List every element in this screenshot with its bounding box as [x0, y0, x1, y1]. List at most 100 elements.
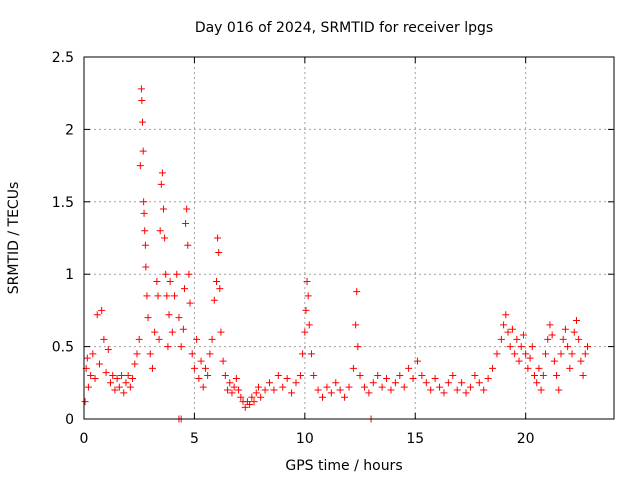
data-point [299, 350, 307, 358]
data-point [559, 335, 567, 343]
data-point [553, 372, 561, 380]
data-point [526, 354, 534, 362]
data-point [504, 328, 512, 336]
data-point [142, 263, 150, 271]
data-point [524, 364, 532, 372]
x-tick-label: 20 [517, 431, 535, 447]
data-point [237, 393, 245, 401]
data-point [511, 350, 519, 358]
data-point [555, 386, 563, 394]
data-points [81, 85, 591, 423]
data-point [226, 379, 234, 387]
data-point [154, 292, 162, 300]
data-point [162, 270, 170, 278]
data-point [81, 398, 89, 406]
data-point [345, 383, 353, 391]
data-point [374, 372, 382, 380]
data-point [533, 379, 541, 387]
data-point [480, 386, 488, 394]
data-point [84, 383, 92, 391]
data-point [165, 311, 173, 319]
data-point [153, 277, 161, 285]
data-point [168, 328, 176, 336]
data-point [353, 288, 361, 296]
data-point [182, 220, 190, 228]
data-point [135, 335, 143, 343]
data-point [296, 372, 304, 380]
data-point [493, 350, 501, 358]
data-point [95, 360, 103, 368]
data-point [126, 383, 134, 391]
data-point [204, 372, 212, 380]
data-point [288, 389, 296, 397]
data-point [360, 383, 368, 391]
data-point [148, 364, 156, 372]
data-point [548, 331, 556, 339]
data-point [213, 277, 220, 285]
data-point [160, 205, 167, 213]
data-point [462, 389, 470, 397]
data-point [466, 383, 474, 391]
data-point [515, 357, 523, 365]
data-point [506, 343, 514, 351]
data-point [100, 335, 108, 343]
data-point [156, 227, 164, 235]
y-tick-label: 2.5 [52, 50, 74, 66]
data-point [140, 209, 148, 217]
data-point [250, 398, 258, 406]
data-point [175, 314, 183, 322]
data-point [409, 374, 417, 382]
data-point [579, 372, 587, 380]
data-point [136, 162, 144, 170]
data-point [261, 386, 269, 394]
data-point [141, 227, 149, 235]
data-point [431, 374, 439, 382]
data-point [539, 372, 547, 380]
data-point [383, 374, 391, 382]
data-point [107, 379, 114, 387]
data-point [228, 389, 236, 397]
data-point [210, 296, 218, 304]
data-point [513, 335, 521, 343]
data-point [581, 350, 589, 358]
data-point [458, 379, 466, 387]
data-point [109, 372, 117, 380]
y-tick-label: 1.5 [52, 195, 74, 211]
data-point [183, 205, 191, 213]
axis-ticks: 0 5 10 15 20 0 0.5 1 1.5 2 2.5 [52, 50, 614, 447]
data-point [303, 277, 311, 285]
data-point [166, 277, 174, 285]
x-tick-label: 10 [296, 431, 314, 447]
data-point [179, 325, 187, 333]
data-point [113, 374, 121, 382]
data-point [235, 386, 243, 394]
data-point [396, 372, 404, 380]
data-point [252, 389, 260, 397]
data-point [144, 314, 152, 322]
data-point [531, 372, 538, 380]
data-point [566, 364, 574, 372]
data-point [138, 96, 146, 104]
data-point [141, 241, 149, 249]
data-point [214, 234, 222, 242]
data-point [307, 350, 315, 358]
data-point [186, 299, 194, 307]
data-point [122, 379, 130, 387]
data-point [157, 180, 165, 188]
data-point [341, 393, 349, 401]
x-axis-label: GPS time / hours [285, 458, 402, 474]
data-point [161, 234, 169, 242]
data-point [422, 379, 430, 387]
data-point [577, 357, 585, 365]
data-point [508, 325, 516, 333]
data-point [199, 383, 207, 391]
data-point [221, 372, 229, 380]
data-point [279, 383, 287, 391]
y-tick-label: 2 [65, 122, 74, 138]
data-point [246, 401, 254, 409]
data-point [129, 374, 137, 382]
data-point [139, 118, 147, 126]
data-point [124, 372, 132, 380]
data-point [164, 343, 172, 351]
